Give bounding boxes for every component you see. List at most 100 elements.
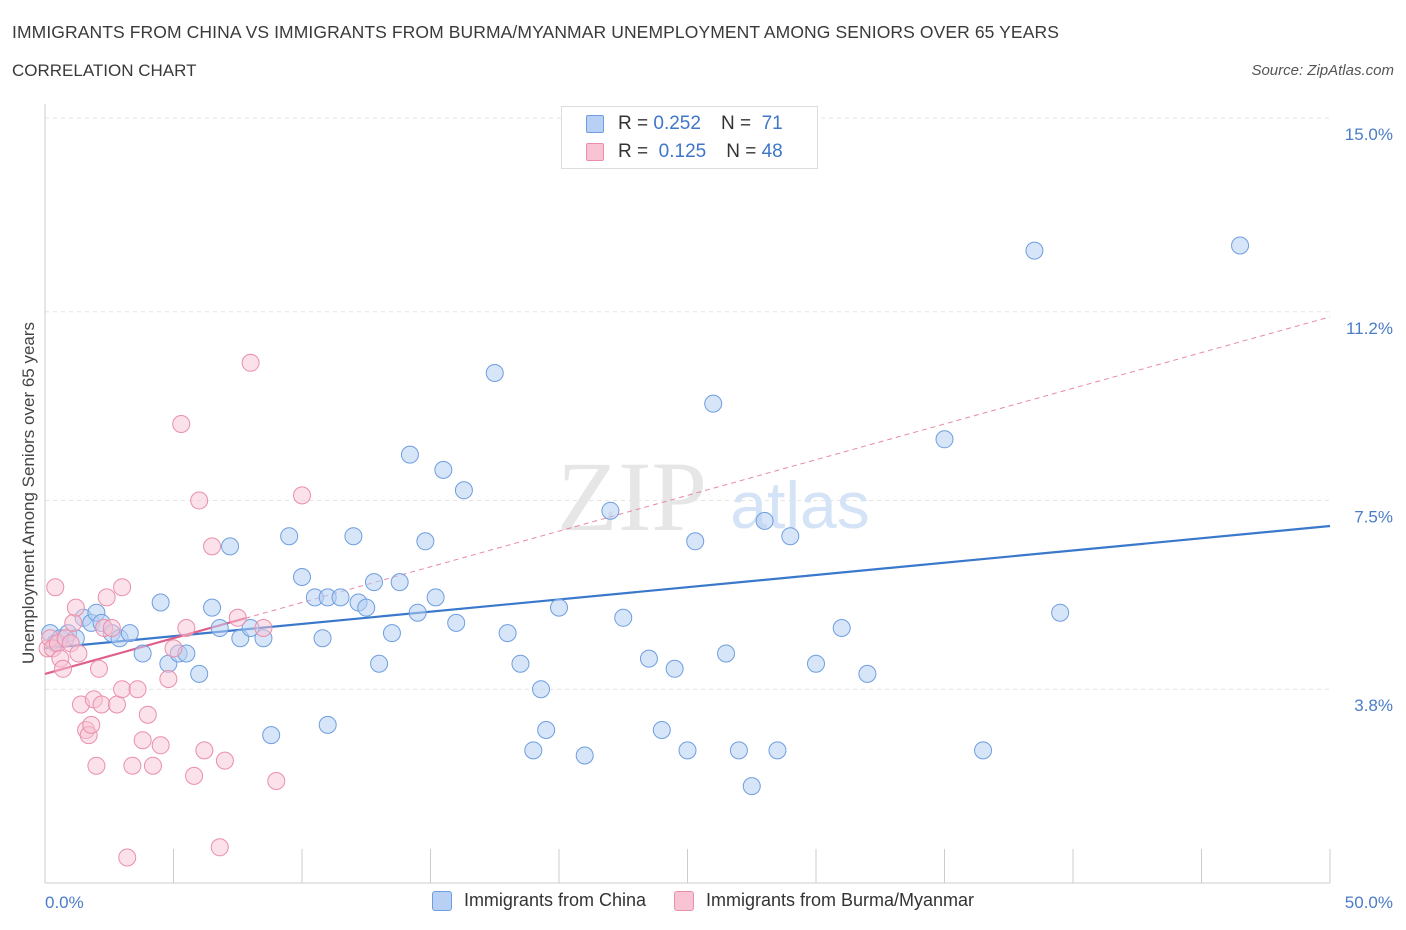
- burma-trend-extension: [245, 316, 1331, 619]
- china-point: [858, 664, 877, 683]
- grid-lines: [45, 117, 1330, 690]
- y-tick-label: 3.8%: [1354, 696, 1393, 715]
- burma-point: [82, 715, 101, 734]
- china-point: [293, 568, 311, 586]
- burma-point: [118, 848, 137, 867]
- n-label: N =: [720, 113, 752, 134]
- china-point: [151, 593, 170, 612]
- r-label: R =: [618, 113, 649, 134]
- china-point: [344, 527, 363, 546]
- china-point: [550, 598, 568, 617]
- burma-point: [195, 741, 214, 760]
- burma-point: [172, 415, 191, 433]
- burma-point: [228, 608, 247, 627]
- china-point: [614, 608, 633, 627]
- r-value: 0.125: [658, 141, 707, 162]
- burma-point: [241, 353, 260, 372]
- china-point: [364, 573, 383, 592]
- china-point: [768, 741, 787, 760]
- n-value: 71: [761, 113, 783, 134]
- china-point: [678, 741, 697, 760]
- y-tick-label: 15.0%: [1345, 125, 1393, 144]
- china-point: [133, 644, 152, 663]
- china-point: [1231, 236, 1250, 255]
- burma-point: [102, 619, 121, 637]
- series-legend: Immigrants from China Immigrants from Bu…: [0, 890, 1406, 911]
- china-point: [974, 741, 993, 760]
- china-point: [704, 394, 723, 413]
- china-point: [382, 624, 401, 643]
- china-point: [781, 527, 800, 546]
- legend-item-burma: Immigrants from Burma/Myanmar: [674, 890, 974, 911]
- burma-point: [203, 537, 222, 556]
- china-point: [601, 501, 620, 520]
- china-point: [652, 721, 671, 739]
- china-point: [717, 644, 736, 663]
- china-point: [331, 588, 350, 607]
- burma-point: [64, 613, 83, 632]
- china-point: [755, 511, 774, 530]
- china-point: [639, 649, 658, 668]
- china-point: [190, 664, 209, 683]
- china-point: [485, 364, 504, 382]
- burma-point: [164, 639, 183, 658]
- source-label: Source: ZipAtlas.com: [1251, 62, 1394, 79]
- r-value: 0.252: [653, 113, 701, 134]
- y-axis-label: Unemployment Among Seniors over 65 years: [19, 322, 38, 664]
- burma-point: [254, 619, 273, 637]
- china-point: [511, 654, 530, 673]
- burma-point: [128, 680, 147, 699]
- china-swatch: [586, 115, 604, 133]
- china-point: [416, 532, 435, 551]
- china-point: [537, 721, 556, 739]
- china-point: [262, 726, 281, 745]
- stats-legend: R = 0.252 N = 71 R = 0.125 N = 48: [561, 106, 818, 169]
- legend-row-china: R = 0.252 N = 71: [586, 112, 783, 136]
- china-point: [313, 629, 332, 648]
- x-tick-label: 0.0%: [45, 893, 84, 912]
- burma-point: [159, 670, 178, 688]
- y-tick-label: 7.5%: [1354, 508, 1393, 527]
- burma-point: [92, 695, 111, 714]
- china-point: [318, 715, 337, 734]
- burma-point: [210, 838, 229, 857]
- china-point: [1025, 241, 1044, 260]
- china-point: [357, 598, 376, 617]
- y-tick-label: 11.2%: [1346, 319, 1393, 338]
- china-point: [935, 430, 954, 449]
- china-point: [203, 598, 222, 617]
- burma-point: [113, 578, 132, 597]
- china-point: [532, 680, 551, 699]
- burma-point: [185, 766, 204, 785]
- burma-point: [293, 486, 311, 505]
- watermark-atlas: atlas: [730, 468, 869, 542]
- axes: [44, 104, 1331, 884]
- burma-legend-swatch: [674, 890, 694, 911]
- watermark: ZIP atlas: [557, 441, 870, 552]
- x-tick-label: 50.0%: [1345, 893, 1393, 912]
- chart-title: IMMIGRANTS FROM CHINA VS IMMIGRANTS FROM…: [12, 22, 1059, 42]
- china-point: [1051, 603, 1070, 622]
- burma-point: [66, 598, 85, 617]
- n-label: N =: [726, 141, 757, 162]
- china-point: [221, 537, 240, 556]
- burma-swatch: [586, 143, 604, 161]
- burma-point: [267, 772, 286, 790]
- burma-point: [87, 756, 106, 775]
- burma-point: [133, 731, 152, 750]
- china-point: [210, 619, 229, 637]
- r-label: R =: [618, 141, 649, 162]
- data-points: [38, 236, 1250, 867]
- burma-point: [151, 736, 170, 755]
- watermark-zip: ZIP: [557, 441, 707, 552]
- china-point: [686, 532, 705, 551]
- china-point: [447, 613, 466, 632]
- china-point: [120, 624, 139, 643]
- china-legend-swatch: [431, 890, 452, 911]
- china-point: [280, 527, 299, 546]
- china-point: [408, 603, 427, 622]
- china-point: [742, 777, 761, 796]
- china-point: [454, 481, 473, 500]
- legend-label-burma: Immigrants from Burma/Myanmar: [706, 890, 975, 910]
